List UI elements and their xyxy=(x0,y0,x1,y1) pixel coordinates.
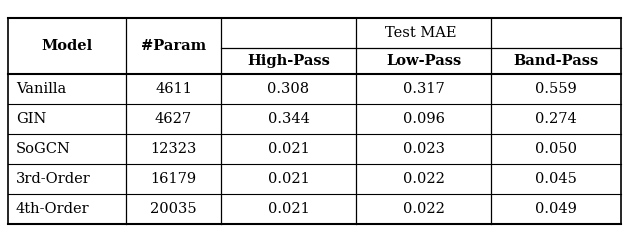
Text: 12323: 12323 xyxy=(151,142,197,156)
Text: 0.308: 0.308 xyxy=(267,82,309,96)
Text: 0.317: 0.317 xyxy=(403,82,445,96)
Text: GIN: GIN xyxy=(16,112,47,126)
Text: 0.022: 0.022 xyxy=(403,172,445,186)
Text: 0.021: 0.021 xyxy=(267,172,309,186)
Text: 16179: 16179 xyxy=(151,172,197,186)
Text: SoGCN: SoGCN xyxy=(16,142,71,156)
Text: Low-Pass: Low-Pass xyxy=(386,54,461,68)
Text: #Param: #Param xyxy=(141,39,206,53)
Text: 0.022: 0.022 xyxy=(403,202,445,216)
Text: 0.021: 0.021 xyxy=(267,202,309,216)
Text: 3rd-Order: 3rd-Order xyxy=(16,172,91,186)
Text: 0.096: 0.096 xyxy=(403,112,445,126)
Text: 0.050: 0.050 xyxy=(535,142,577,156)
Text: 0.023: 0.023 xyxy=(403,142,445,156)
Text: Model: Model xyxy=(41,39,93,53)
Text: Vanilla: Vanilla xyxy=(16,82,66,96)
Text: 0.049: 0.049 xyxy=(535,202,577,216)
Text: Band-Pass: Band-Pass xyxy=(514,54,598,68)
Text: 0.344: 0.344 xyxy=(267,112,309,126)
Text: 0.274: 0.274 xyxy=(535,112,577,126)
Text: 0.021: 0.021 xyxy=(267,142,309,156)
Text: 20035: 20035 xyxy=(150,202,197,216)
Text: Test MAE: Test MAE xyxy=(385,26,457,40)
Text: 4627: 4627 xyxy=(155,112,192,126)
Text: 0.045: 0.045 xyxy=(535,172,577,186)
Text: 0.559: 0.559 xyxy=(535,82,577,96)
Text: High-Pass: High-Pass xyxy=(247,54,330,68)
Text: 4611: 4611 xyxy=(155,82,192,96)
Text: 4th-Order: 4th-Order xyxy=(16,202,89,216)
